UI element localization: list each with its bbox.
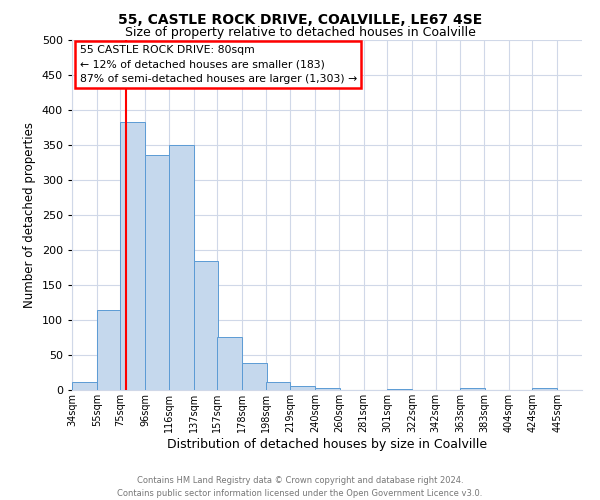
- Bar: [121, 122, 145, 390]
- Bar: [72, 382, 97, 390]
- Bar: [242, 362, 267, 390]
- Bar: [266, 382, 290, 390]
- Bar: [387, 388, 412, 390]
- Text: Contains HM Land Registry data © Crown copyright and database right 2024.
Contai: Contains HM Land Registry data © Crown c…: [118, 476, 482, 498]
- X-axis label: Distribution of detached houses by size in Coalville: Distribution of detached houses by size …: [167, 438, 487, 450]
- Text: Size of property relative to detached houses in Coalville: Size of property relative to detached ho…: [125, 26, 475, 39]
- Bar: [290, 386, 315, 390]
- Text: 55, CASTLE ROCK DRIVE, COALVILLE, LE67 4SE: 55, CASTLE ROCK DRIVE, COALVILLE, LE67 4…: [118, 12, 482, 26]
- Bar: [145, 156, 170, 390]
- Bar: [460, 388, 485, 390]
- Bar: [97, 310, 122, 390]
- Bar: [169, 145, 194, 390]
- Bar: [315, 388, 340, 390]
- Bar: [194, 260, 218, 390]
- Bar: [532, 388, 557, 390]
- Text: 55 CASTLE ROCK DRIVE: 80sqm
← 12% of detached houses are smaller (183)
87% of se: 55 CASTLE ROCK DRIVE: 80sqm ← 12% of det…: [80, 46, 357, 84]
- Bar: [217, 337, 242, 390]
- Y-axis label: Number of detached properties: Number of detached properties: [23, 122, 36, 308]
